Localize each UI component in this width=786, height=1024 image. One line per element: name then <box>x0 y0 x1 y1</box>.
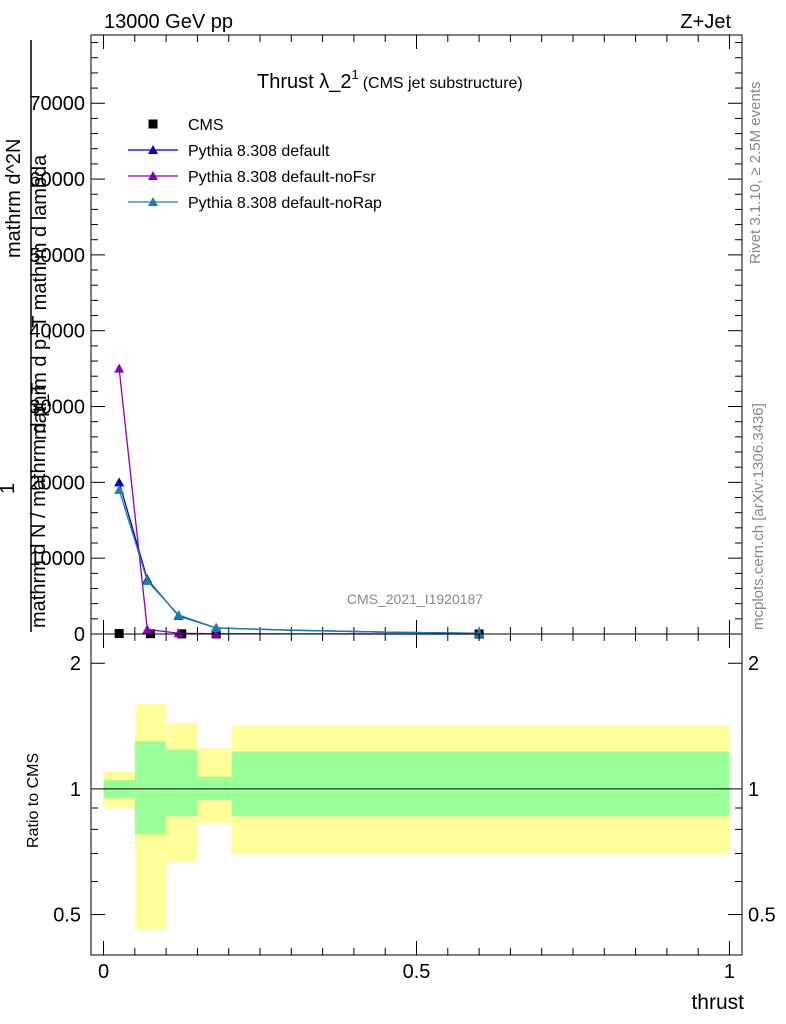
main-ytick-label: 40000 <box>29 321 85 343</box>
header-right: Z+Jet <box>680 11 731 33</box>
rivet-label: Rivet 3.1.10, ≥ 2.5M events <box>747 82 764 265</box>
ratio-xtick-label: 0 <box>98 961 109 983</box>
main-ytick-label: 70000 <box>29 93 85 115</box>
legend: CMS Pythia 8.308 default Pythia 8.308 defa… <box>128 117 382 212</box>
main-ylabel-line-4: mathrm d N / mathrm d p_T <box>28 382 50 628</box>
series-3 <box>114 484 485 638</box>
main-ytick-label: 10000 <box>29 548 85 570</box>
legend-marker <box>148 197 158 206</box>
ratio-ylabel: Ratio to CMS <box>25 753 42 848</box>
series-point <box>474 628 485 638</box>
series-point <box>114 363 125 373</box>
main-ylabel-line-2: mathrm d p_T mathrm d lambda <box>29 154 51 440</box>
ratio-ytick-label: 2 <box>70 653 81 675</box>
main-ytick-label: 50000 <box>29 245 85 267</box>
header-left: 13000 GeV pp <box>104 11 233 33</box>
ratio-band-inner <box>166 749 198 817</box>
legend-label: Pythia 8.308 default-noRap <box>188 195 382 212</box>
series-point <box>142 575 153 585</box>
series-point <box>114 477 125 487</box>
main-title-text: Thrust λ_2 <box>257 71 351 93</box>
legend-entry: CMS <box>148 117 224 134</box>
series-line <box>118 482 480 634</box>
series-1 <box>114 477 485 638</box>
legend-marker <box>148 171 158 180</box>
ratio-axis-ticks: 0.5 0.5 1 1 2 2 0 0.5 1 <box>53 634 776 983</box>
legend-label: Pythia 8.308 default-noFsr <box>188 169 376 186</box>
main-ylabel-line-3: 1 <box>0 483 19 494</box>
ratio-xtick-label: 0.5 <box>403 961 431 983</box>
series-point <box>211 628 222 638</box>
main-ytick-label: 60000 <box>29 169 85 191</box>
series-point <box>173 610 184 620</box>
legend-label: Pythia 8.308 default <box>188 143 330 160</box>
ratio-ytick-label-right: 2 <box>748 653 759 675</box>
ratio-band-inner <box>231 751 730 817</box>
legend-entry: Pythia 8.308 default <box>128 143 330 160</box>
mcplots-label: mcplots.cern.ch [arXiv:1306.3436] <box>750 403 767 630</box>
ratio-bands-layer <box>103 703 730 930</box>
legend-entry: Pythia 8.308 default-noFsr <box>128 169 376 186</box>
main-ytick-label: 30000 <box>29 397 85 419</box>
x-axis-label: thrust <box>691 991 744 1014</box>
series-point <box>142 624 153 634</box>
ratio-ytick-label: 1 <box>70 779 81 801</box>
ratio-ytick-label-right: 1 <box>748 779 759 801</box>
ratio-band-inner <box>197 776 232 801</box>
legend-marker <box>148 145 158 154</box>
series-point <box>114 484 125 494</box>
main-ylabel-line-1: mathrm d^2N <box>3 139 25 258</box>
legend-label: CMS <box>188 117 224 134</box>
main-ytick-label: 0 <box>74 624 85 646</box>
ratio-band-inner <box>134 741 167 834</box>
ratio-ytick-label-right: 0.5 <box>748 905 776 927</box>
main-title-note: (CMS jet substructure) <box>363 75 523 92</box>
ratio-ytick-label: 0.5 <box>53 905 81 927</box>
main-title: Thrust λ_21 (CMS jet substructure) <box>257 67 523 93</box>
series-point <box>211 622 222 632</box>
series-line <box>118 489 480 634</box>
ratio-xtick-label: 1 <box>724 961 735 983</box>
main-title-superscript: 1 <box>351 67 358 82</box>
main-ytick-label: 20000 <box>29 472 85 494</box>
main-axis-ticks: 0 10000 20000 30000 40000 50000 60000 70000 <box>29 35 742 646</box>
legend-marker <box>148 119 158 129</box>
series-point <box>173 628 184 638</box>
analysis-watermark: CMS_2021_I1920187 <box>347 591 483 607</box>
legend-entry: Pythia 8.308 default-noRap <box>128 195 382 212</box>
